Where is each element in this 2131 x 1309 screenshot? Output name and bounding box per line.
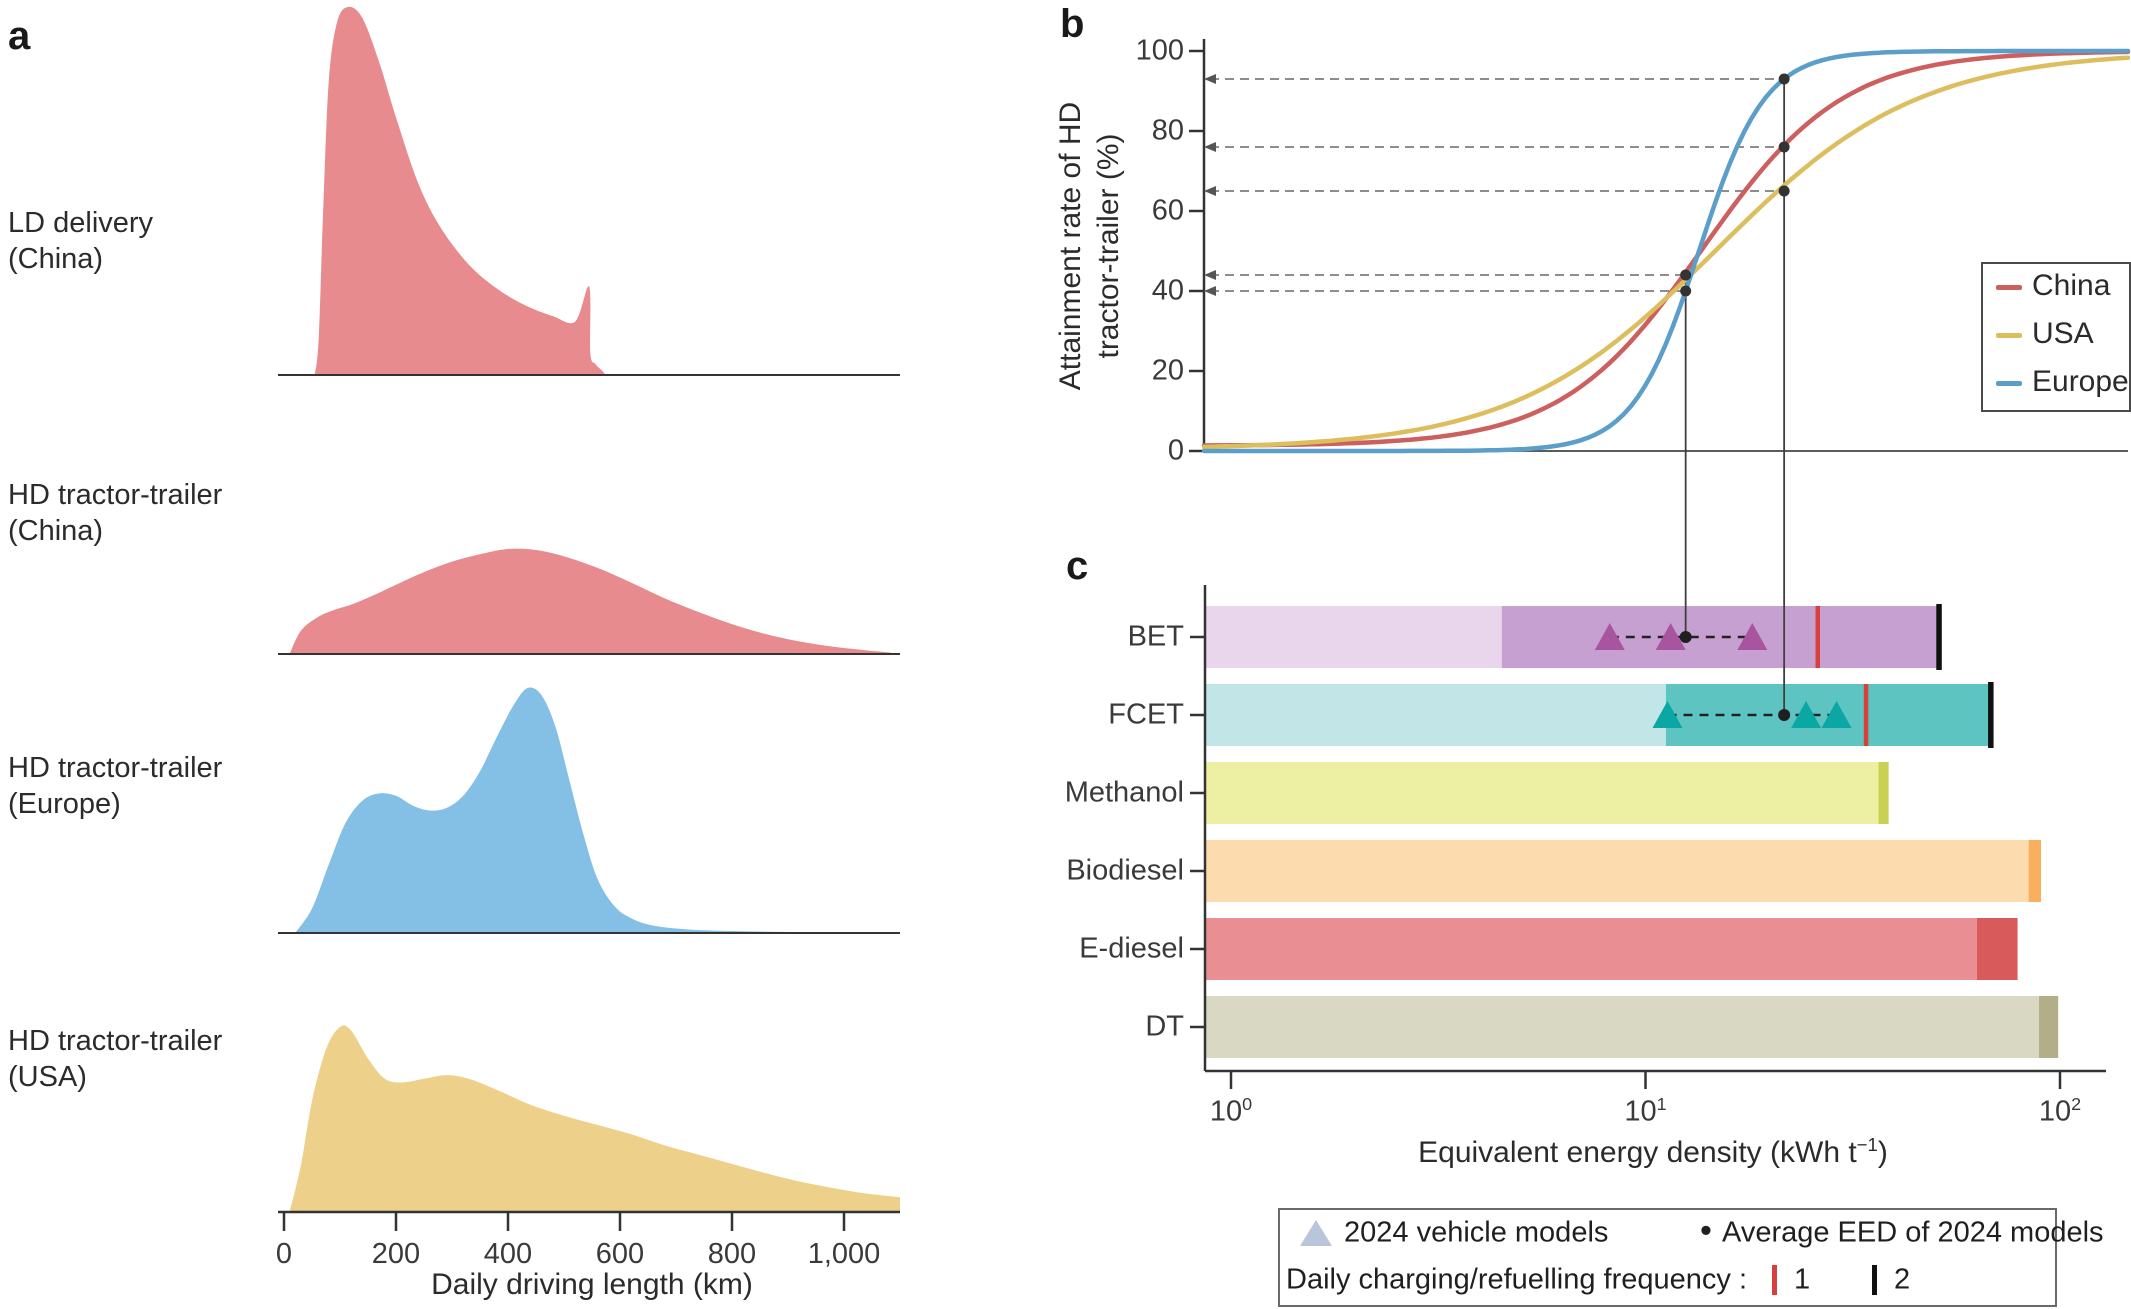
panel-c-xtick-label: 100 bbox=[1209, 1094, 1253, 1128]
legend-label-USA: USA bbox=[2032, 317, 2094, 350]
panel-a-xtick-label: 1,000 bbox=[807, 1238, 881, 1270]
model-triangle-FCET-3 bbox=[1821, 701, 1852, 728]
curve-marker-dot-76 bbox=[1778, 141, 1790, 153]
guide-arrow-icon bbox=[1204, 286, 1216, 296]
avg-eed-dot-FCET bbox=[1778, 709, 1791, 721]
bar-category-label-BET: BET bbox=[1127, 620, 1184, 653]
density-area-4 bbox=[289, 1025, 901, 1212]
panel-b-letter: b bbox=[1060, 2, 1085, 46]
bar-light-Biodiesel bbox=[1206, 840, 2029, 902]
panel-a-xtick-label: 200 bbox=[371, 1238, 421, 1270]
legend-vehicle-models-label: 2024 vehicle models bbox=[1344, 1216, 1609, 1249]
panel-a-xtick-label: 800 bbox=[707, 1238, 757, 1270]
model-triangle-BET-1 bbox=[1594, 623, 1625, 650]
panel-c-xaxis-title: Equivalent energy density (kWh t−1) bbox=[1418, 1134, 1888, 1169]
bottom-legend-box bbox=[1278, 1208, 2057, 1307]
bar-light-BET bbox=[1206, 606, 1502, 668]
model-triangle-BET-2 bbox=[1655, 623, 1686, 650]
panel-b-ytick-label: 100 bbox=[1135, 34, 1184, 67]
curve-marker-dot-40 bbox=[1680, 285, 1692, 297]
model-triangle-FCET-2 bbox=[1791, 701, 1822, 728]
ridge-row-label-1: LD delivery (China) bbox=[8, 207, 154, 275]
freq2-tick-BET bbox=[1936, 604, 1942, 670]
guide-arrow-icon bbox=[1204, 74, 1216, 84]
panel-b-ytick-label: 20 bbox=[1151, 354, 1184, 387]
model-triangle-FCET-1 bbox=[1652, 701, 1683, 728]
curve-USA bbox=[1201, 55, 2131, 450]
legend-frequency-2: 2 bbox=[1894, 1263, 1911, 1296]
panel-a-xtick-label: 600 bbox=[595, 1238, 645, 1270]
bar-light-E-diesel bbox=[1206, 918, 1977, 980]
legend-label-China: China bbox=[2032, 269, 2111, 302]
bar-category-label-Methanol: Methanol bbox=[1064, 776, 1184, 809]
panel-b-ytick-label: 60 bbox=[1151, 194, 1184, 227]
curve-marker-dot-44 bbox=[1680, 269, 1692, 281]
panel-b-yaxis-title: Attainment rate of HD tractor-trailer (%… bbox=[1054, 101, 1125, 391]
guide-arrow-icon bbox=[1204, 142, 1216, 152]
panel-a-xtick-label: 400 bbox=[483, 1238, 533, 1270]
bar-light-Methanol bbox=[1206, 762, 1879, 824]
freq2-tick-FCET bbox=[1988, 682, 1994, 748]
ridge-row-label-2: HD tractor-trailer (China) bbox=[8, 479, 223, 547]
guide-arrow-icon bbox=[1204, 270, 1216, 280]
bar-category-label-Biodiesel: Biodiesel bbox=[1066, 854, 1184, 887]
legend-line-swatch-China bbox=[1996, 285, 2022, 290]
panel-c-xtick-label: 101 bbox=[1624, 1094, 1667, 1128]
panel-a-xaxis-title: Daily driving length (km) bbox=[431, 1268, 753, 1301]
legend-line-swatch-Europe bbox=[1996, 381, 2022, 386]
panel-b-ytick-label: 80 bbox=[1151, 114, 1184, 147]
legend-frequency-label: Daily charging/refuelling frequency : bbox=[1286, 1263, 1748, 1296]
panel-c-xtick-label: 102 bbox=[2038, 1094, 2082, 1128]
legend-line-swatch-USA bbox=[1996, 333, 2022, 338]
legend-label-Europe: Europe bbox=[2032, 365, 2129, 398]
curve-Europe bbox=[1201, 48, 2131, 454]
curve-marker-dot-93 bbox=[1778, 73, 1790, 85]
freq1-tick-FCET bbox=[1863, 684, 1869, 746]
avg-eed-dot-BET bbox=[1679, 631, 1692, 643]
bar-light-FCET bbox=[1206, 684, 1666, 746]
avg-eed-dot-icon: • bbox=[1700, 1211, 1712, 1250]
bar-dark-Methanol bbox=[1878, 762, 1889, 824]
legend-frequency-1: 1 bbox=[1794, 1263, 1811, 1296]
panel-b-ytick-label: 40 bbox=[1151, 274, 1184, 307]
bar-category-label-FCET: FCET bbox=[1108, 698, 1184, 731]
vehicle-model-triangle-icon bbox=[1300, 1220, 1332, 1246]
density-area-2 bbox=[289, 548, 898, 654]
curve-marker-dot-65 bbox=[1778, 185, 1790, 197]
panel-c-letter: c bbox=[1066, 544, 1089, 588]
panel-a-letter: a bbox=[8, 14, 31, 58]
bar-category-label-E-diesel: E-diesel bbox=[1079, 932, 1184, 965]
freq1-tick-BET bbox=[1815, 606, 1821, 668]
ridge-row-label-4: HD tractor-trailer (USA) bbox=[8, 1025, 223, 1093]
bar-category-label-DT: DT bbox=[1145, 1010, 1184, 1043]
legend-avg-eed-label: Average EED of 2024 models bbox=[1722, 1216, 2104, 1249]
bar-dark-Biodiesel bbox=[2028, 840, 2042, 902]
panel-a-xtick-label: 0 bbox=[275, 1238, 293, 1270]
guide-arrow-icon bbox=[1204, 186, 1216, 196]
model-triangle-BET-3 bbox=[1737, 623, 1768, 650]
bar-dark-E-diesel bbox=[1976, 918, 2018, 980]
density-area-3 bbox=[295, 687, 844, 933]
bar-light-DT bbox=[1206, 996, 2040, 1058]
panel-b-ytick-label: 0 bbox=[1167, 434, 1184, 467]
frequency-2-tick-icon bbox=[1872, 1265, 1877, 1295]
ridge-row-label-3: HD tractor-trailer (Europe) bbox=[8, 752, 223, 820]
frequency-1-tick-icon bbox=[1772, 1265, 1777, 1295]
density-area-1 bbox=[314, 6, 606, 376]
bar-dark-BET bbox=[1501, 606, 1939, 668]
bar-dark-DT bbox=[2039, 996, 2059, 1058]
